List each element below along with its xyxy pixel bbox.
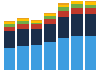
Bar	[31, 21, 42, 23]
Bar	[44, 19, 56, 24]
Bar	[85, 5, 96, 8]
Bar	[17, 46, 28, 70]
Bar	[4, 31, 15, 48]
Bar	[4, 24, 15, 27]
Bar	[72, 4, 83, 8]
Bar	[58, 5, 69, 7]
Bar	[4, 22, 15, 24]
Bar	[72, 1, 83, 4]
Bar	[17, 18, 28, 19]
Bar	[31, 45, 42, 70]
Bar	[85, 36, 96, 70]
Bar	[31, 23, 42, 24]
Bar	[85, 1, 96, 2]
Bar	[31, 24, 42, 29]
Bar	[72, 36, 83, 70]
Bar	[72, 0, 83, 1]
Bar	[85, 8, 96, 14]
Bar	[31, 29, 42, 45]
Bar	[72, 8, 83, 14]
Bar	[17, 29, 28, 46]
Bar	[31, 20, 42, 21]
Bar	[4, 27, 15, 31]
Bar	[17, 21, 28, 24]
Bar	[85, 14, 96, 36]
Bar	[44, 16, 56, 19]
Bar	[58, 3, 69, 5]
Bar	[72, 14, 83, 36]
Bar	[17, 24, 28, 29]
Bar	[58, 38, 69, 70]
Bar	[85, 2, 96, 5]
Bar	[4, 21, 15, 22]
Bar	[44, 13, 56, 14]
Bar	[58, 17, 69, 38]
Bar	[58, 11, 69, 17]
Bar	[4, 48, 15, 70]
Bar	[44, 24, 56, 42]
Bar	[58, 7, 69, 11]
Bar	[44, 42, 56, 70]
Bar	[44, 14, 56, 16]
Bar	[17, 19, 28, 21]
